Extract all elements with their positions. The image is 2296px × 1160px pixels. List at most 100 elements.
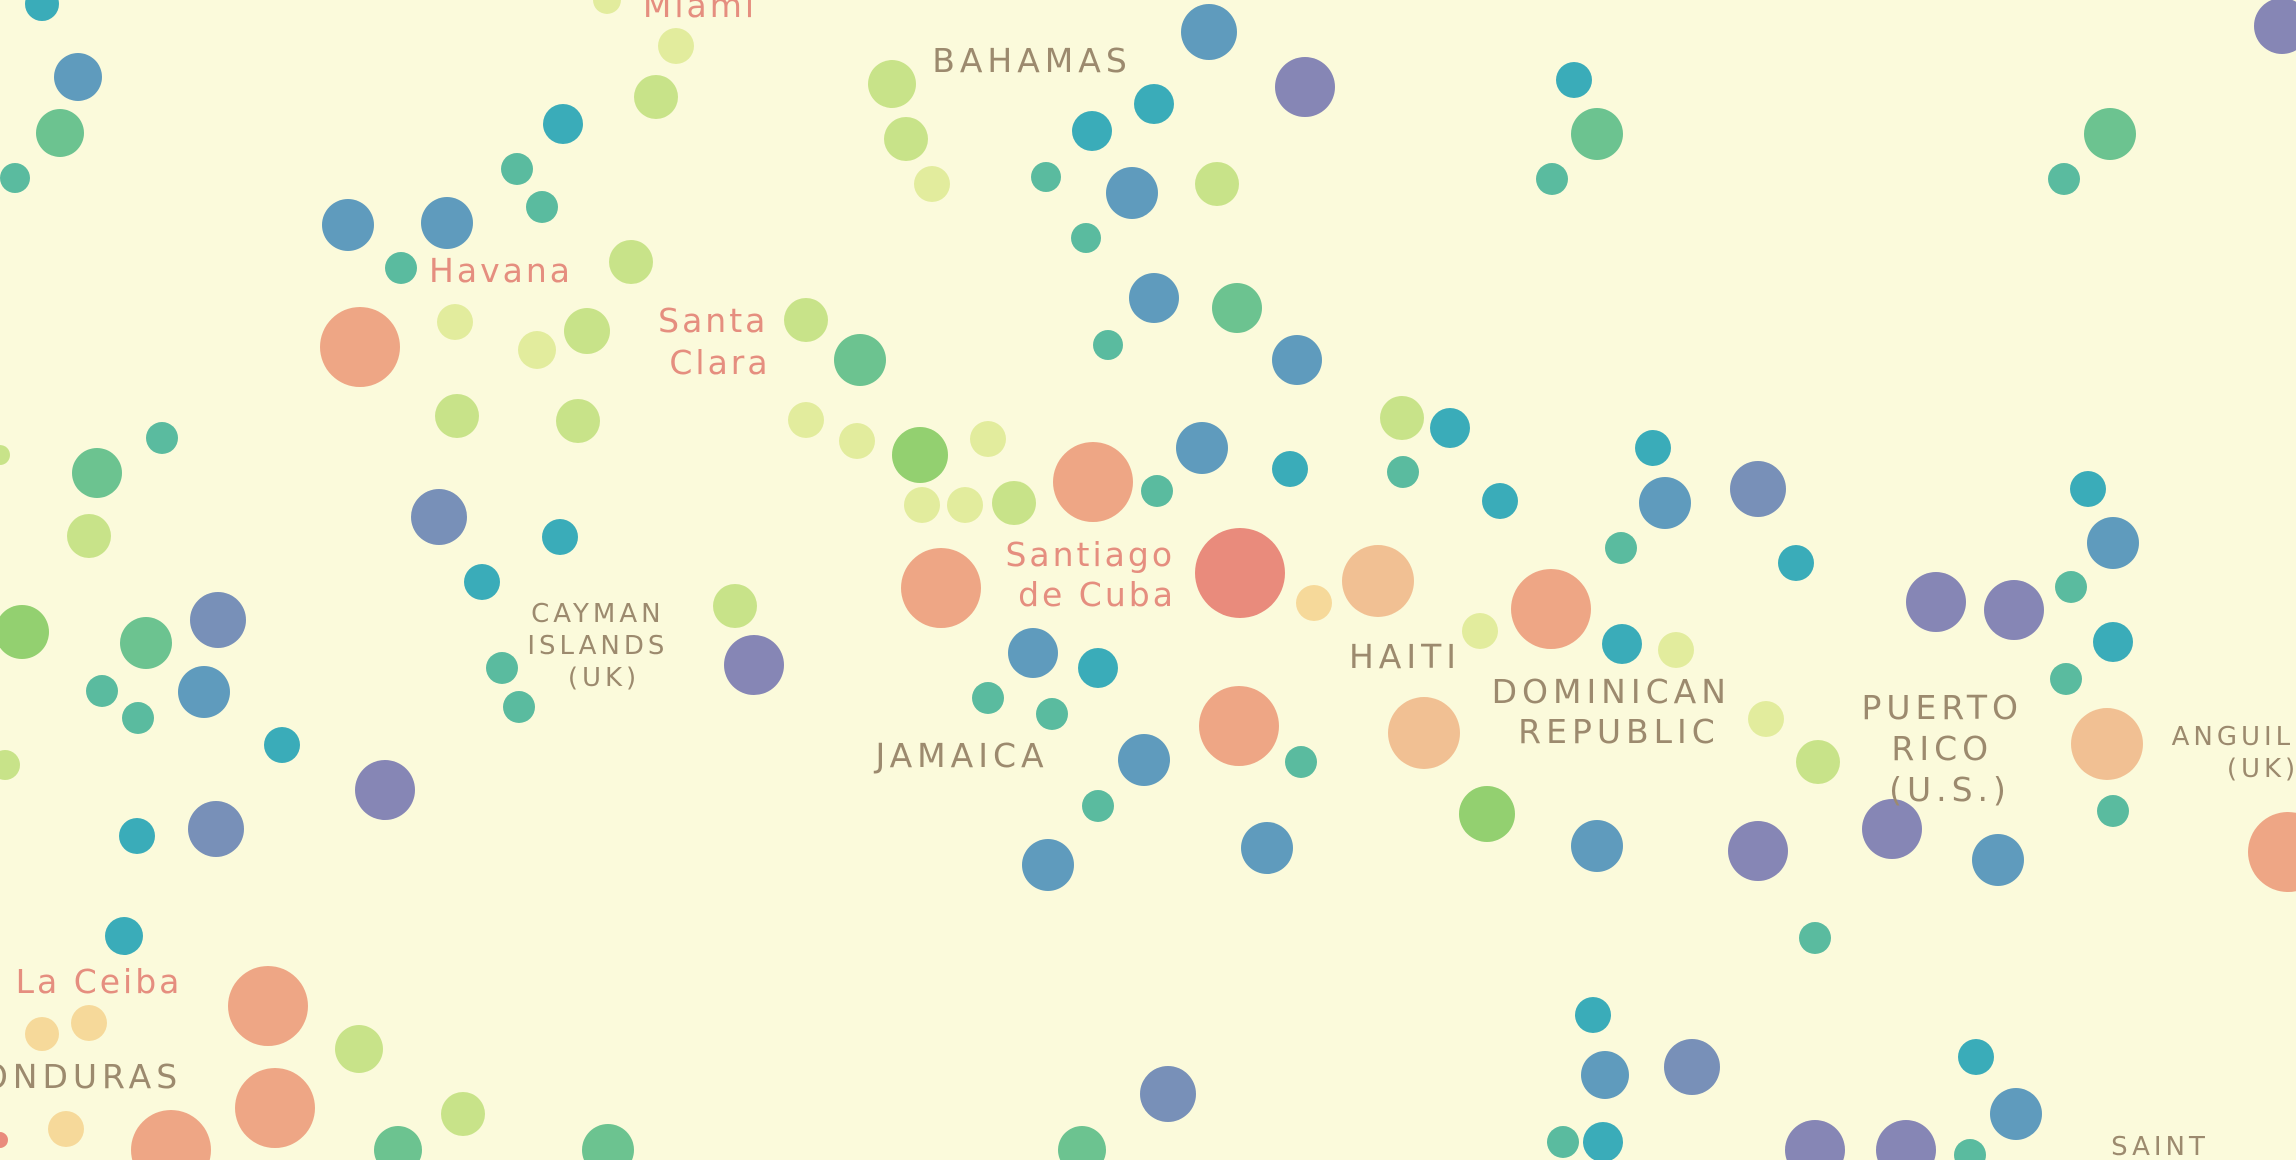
map-dot — [1459, 786, 1515, 842]
country-label-dominican-republic: DOMINICAN REPUBLIC — [1492, 672, 1747, 751]
map-dot — [1785, 1120, 1845, 1160]
map-dot — [634, 75, 678, 119]
map-dot — [131, 1110, 211, 1160]
city-label-santa-clara: Santa Clara — [658, 301, 782, 382]
map-dot — [543, 104, 583, 144]
map-dot — [2071, 708, 2143, 780]
map-dot — [67, 514, 111, 558]
map-dot — [1272, 451, 1308, 487]
map-dot — [1658, 632, 1694, 668]
map-dot — [120, 617, 172, 669]
map-dot — [724, 635, 784, 695]
country-label-saint-line: SAINT — [2111, 1132, 2209, 1160]
map-dot — [355, 760, 415, 820]
map-dot — [839, 423, 875, 459]
map-dot — [411, 489, 467, 545]
map-dot — [1387, 456, 1419, 488]
country-label-haiti-line: HAITI — [1349, 637, 1461, 676]
map-dot — [713, 584, 757, 628]
city-label-la-ceiba: La Ceiba — [16, 962, 183, 1001]
map-dot — [2055, 571, 2087, 603]
map-dot — [1181, 4, 1237, 60]
country-label-anguilla-line-2: (UK) — [2227, 754, 2296, 784]
map-dot — [119, 818, 155, 854]
map-dot — [122, 702, 154, 734]
country-label-jamaica: JAMAICA — [873, 736, 1048, 775]
map-dot — [72, 448, 122, 498]
map-dot — [464, 564, 500, 600]
map-dot — [784, 298, 828, 342]
map-dot — [228, 966, 308, 1046]
map-dot — [486, 652, 518, 684]
country-label-saint: SAINT — [2111, 1132, 2209, 1160]
map-dot — [1195, 162, 1239, 206]
city-label-santa-clara-line-1: Santa — [658, 301, 768, 340]
map-dot — [892, 427, 948, 483]
map-dot — [105, 917, 143, 955]
map-dot — [1571, 108, 1623, 160]
country-label-dominican-line-1: DOMINICAN — [1492, 672, 1731, 711]
map-dot — [2087, 517, 2139, 569]
map-dot — [54, 53, 102, 101]
map-dot — [1053, 442, 1133, 522]
map-dot — [904, 487, 940, 523]
map-dot — [1272, 335, 1322, 385]
map-dot — [1876, 1120, 1936, 1160]
map-dot — [1778, 545, 1814, 581]
country-label-puerto-rico-line-1: PUERTO — [1861, 688, 2023, 727]
map-dot — [0, 750, 20, 780]
map-dot — [1462, 613, 1498, 649]
map-dot — [2048, 163, 2080, 195]
map-dot — [1602, 624, 1642, 664]
map-dot — [1380, 396, 1424, 440]
map-dot — [518, 331, 556, 369]
map-dot — [1556, 62, 1592, 98]
map-dot — [526, 191, 558, 223]
map-dot — [501, 153, 533, 185]
map-dot — [1536, 163, 1568, 195]
map-dot — [146, 422, 178, 454]
map-dot — [1199, 686, 1279, 766]
map-dot — [1972, 834, 2024, 886]
country-label-cayman-line-2: ISLANDS — [527, 631, 668, 661]
map-dot — [1118, 734, 1170, 786]
country-label-haiti: HAITI — [1349, 637, 1461, 676]
map-dot — [25, 1017, 59, 1051]
map-dot — [1285, 746, 1317, 778]
map-dot — [2248, 812, 2296, 892]
map-dot — [2254, 0, 2296, 54]
country-label-bahamas: BAHAMAS — [932, 41, 1132, 80]
country-label-honduras: ONDURAS — [0, 1057, 182, 1096]
map-dot — [1605, 532, 1637, 564]
map-dot — [1031, 162, 1061, 192]
map-dot — [1571, 820, 1623, 872]
map-dot — [1862, 799, 1922, 859]
map-dot — [320, 307, 400, 387]
map-dot — [564, 308, 610, 354]
map-dot — [947, 487, 983, 523]
map-dot — [178, 666, 230, 718]
map-dot — [503, 691, 535, 723]
country-label-anguilla: ANGUIL (UK) — [2172, 722, 2296, 784]
map-dot — [1664, 1039, 1720, 1095]
map-dot — [1022, 839, 1074, 891]
map-dot — [1106, 167, 1158, 219]
map-dot — [1093, 330, 1123, 360]
map-dot — [972, 682, 1004, 714]
map-dot — [1954, 1139, 1986, 1160]
city-label-miami-line: Miami — [643, 0, 757, 25]
map-dot — [421, 197, 473, 249]
country-label-puerto-rico: PUERTO RICO (U.S.) — [1861, 688, 2038, 809]
city-label-miami: Miami — [643, 0, 757, 25]
map-dot — [542, 519, 578, 555]
map-dot — [1799, 922, 1831, 954]
country-label-bahamas-line: BAHAMAS — [932, 41, 1132, 80]
map-dot — [0, 445, 10, 465]
map-dot — [0, 605, 49, 659]
country-label-cayman-islands: CAYMAN ISLANDS (UK) — [527, 599, 680, 693]
map-dot — [1212, 283, 1262, 333]
map-dot — [593, 0, 621, 14]
city-label-havana: Havana — [429, 251, 573, 290]
